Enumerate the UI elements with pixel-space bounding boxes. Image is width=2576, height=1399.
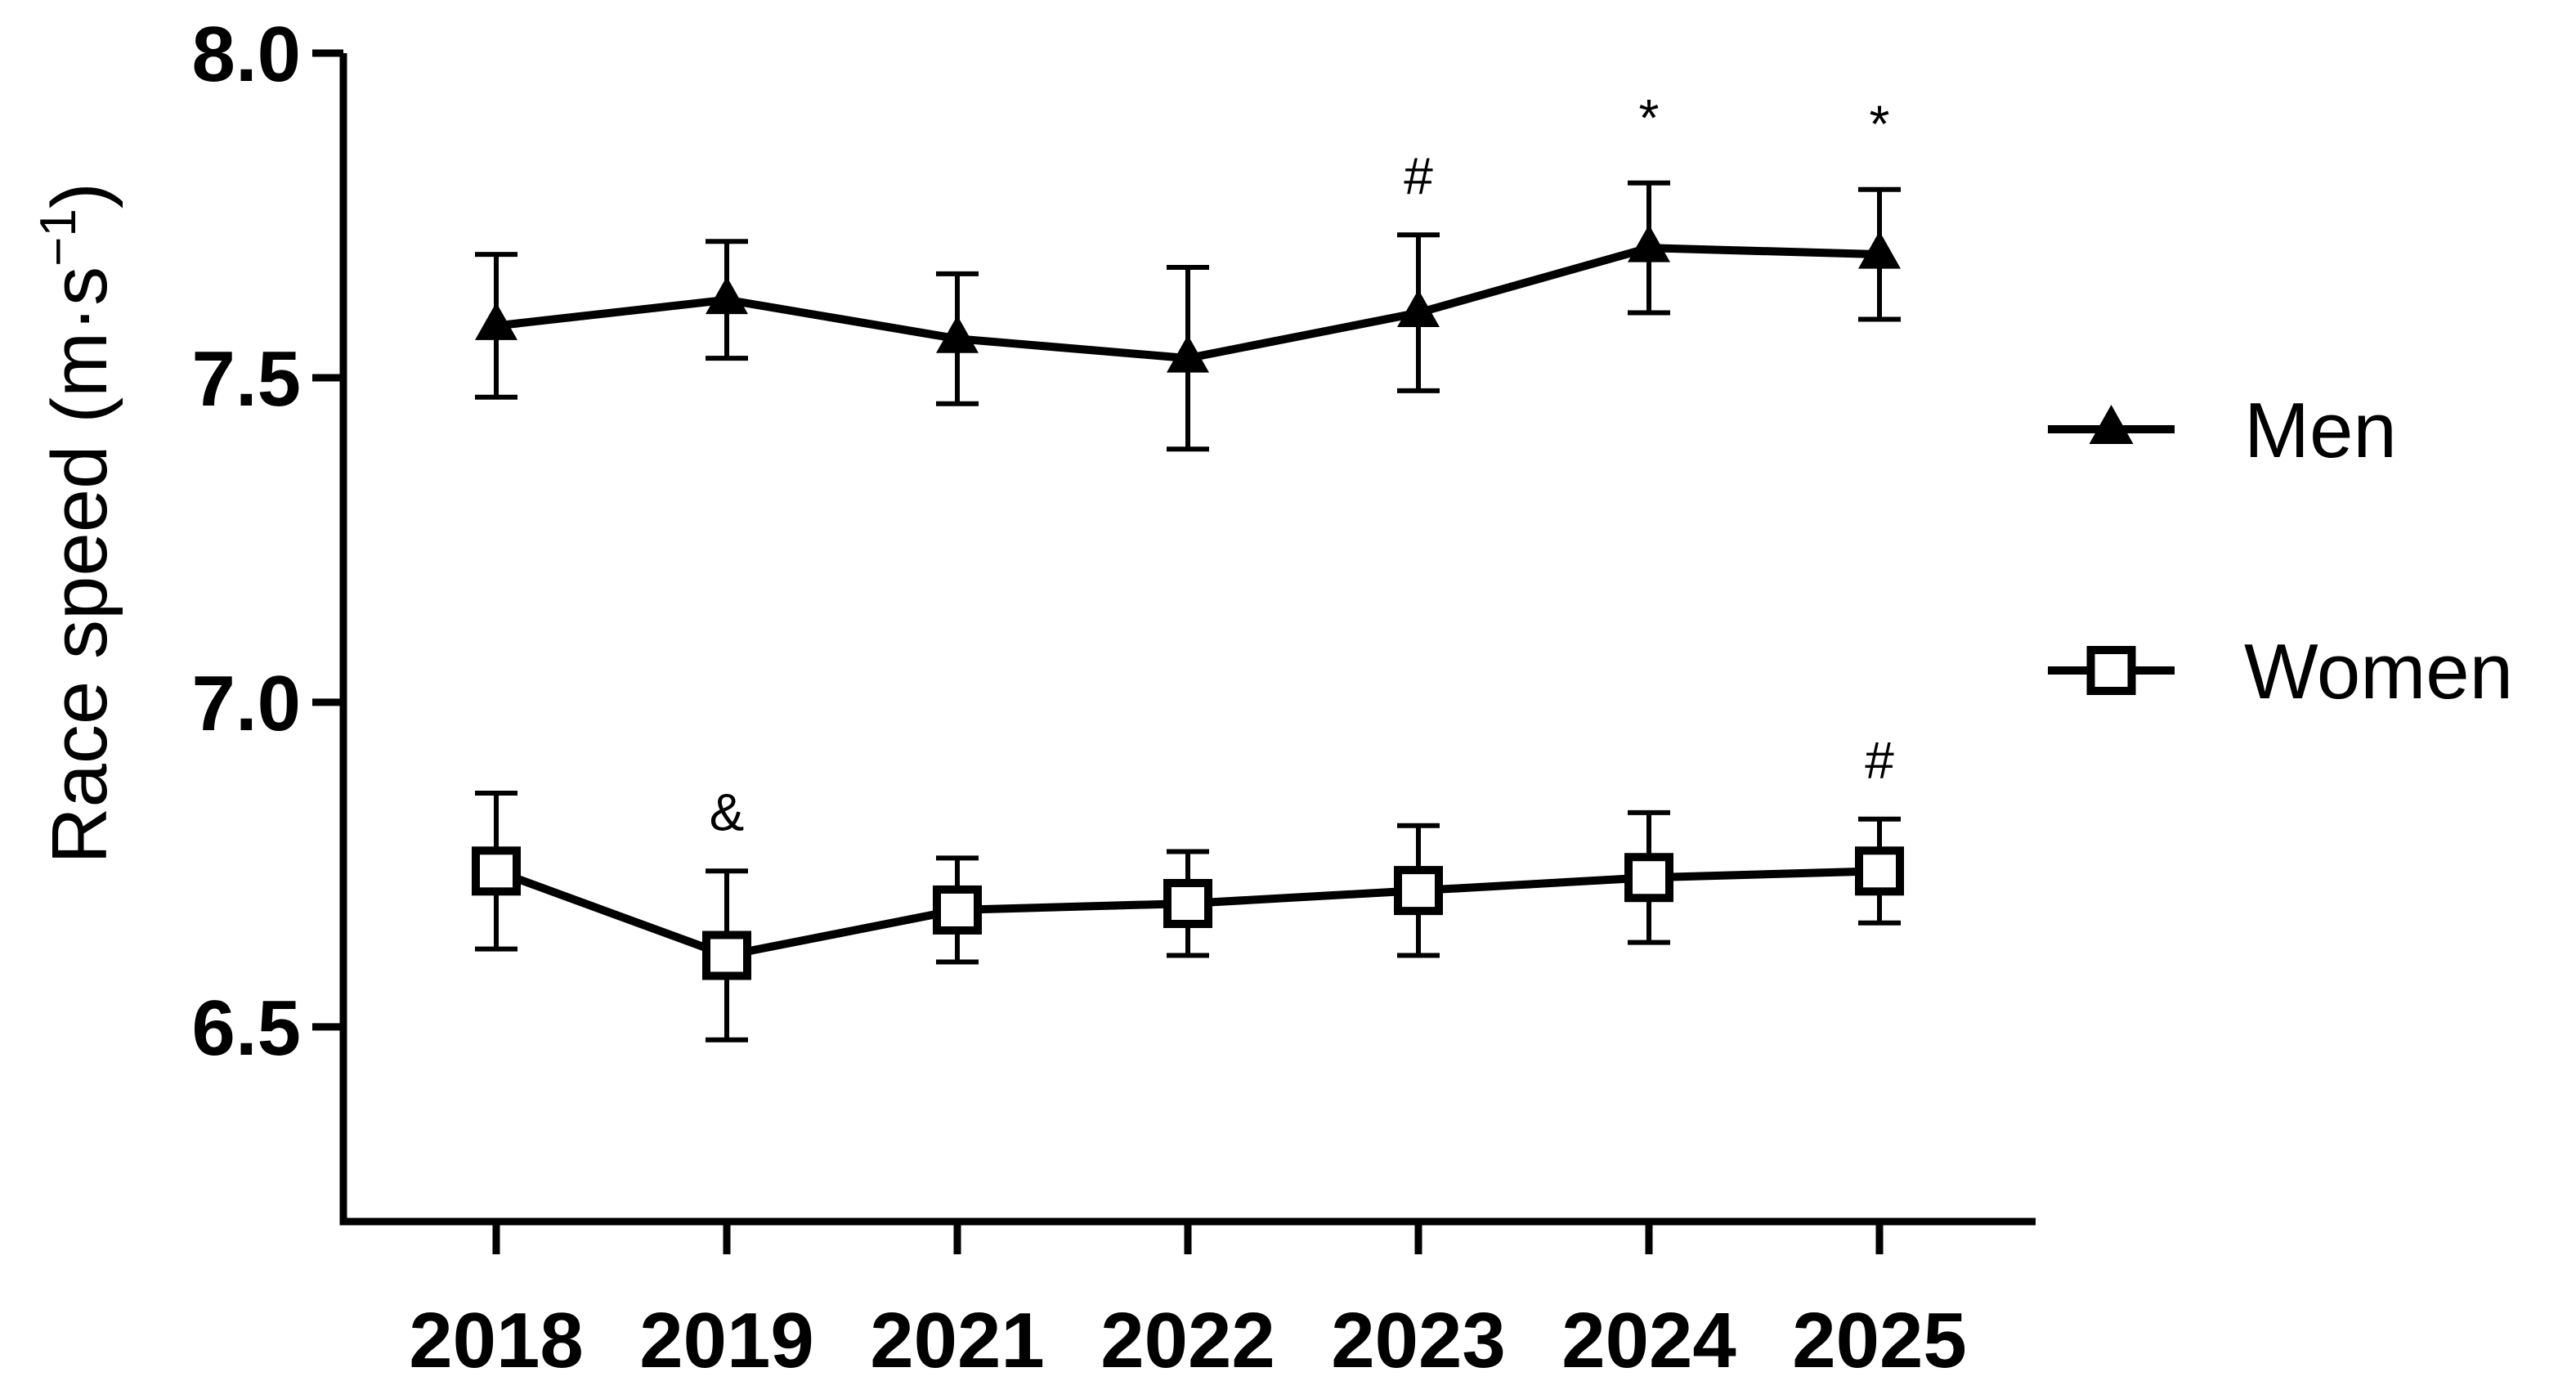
data-point xyxy=(472,846,521,896)
series-women xyxy=(472,791,1904,1043)
data-point xyxy=(1394,866,1443,916)
data-point xyxy=(1163,878,1212,928)
x-tick-label: 2025 xyxy=(1792,1297,1967,1384)
y-tick-label: 8.0 xyxy=(192,11,301,98)
y-axis-title: Race speed (m·s−1) xyxy=(30,182,123,864)
significance-annotation: * xyxy=(1639,88,1660,147)
legend-marker xyxy=(2086,646,2136,695)
y-axis-title-close: ) xyxy=(36,182,123,209)
y-tick-label: 6.5 xyxy=(192,984,301,1072)
x-tick-label: 2023 xyxy=(1331,1297,1506,1384)
data-point xyxy=(936,315,979,353)
axes: 6.5 7.0 7.5 8.0 2018 2019 2021 2022 2023 2024 2025 xyxy=(192,11,2036,1384)
data-point xyxy=(1397,289,1440,328)
data-point xyxy=(933,885,982,935)
series-layer xyxy=(472,180,1904,1043)
x-tick-label: 2022 xyxy=(1100,1297,1275,1384)
data-point xyxy=(1167,334,1209,373)
significance-annotation: # xyxy=(1865,731,1894,790)
x-tick-label: 2018 xyxy=(409,1297,584,1384)
data-point xyxy=(1855,846,1904,896)
data-point xyxy=(1624,853,1673,903)
data-point xyxy=(1858,231,1901,269)
data-point xyxy=(702,930,751,980)
significance-annotation: # xyxy=(1404,146,1433,205)
legend-item-women: Women xyxy=(2048,628,2513,715)
series-men xyxy=(475,180,1901,452)
significance-annotation: * xyxy=(1870,95,1890,154)
legend-item-men: Men xyxy=(2048,387,2397,474)
data-point xyxy=(1628,224,1670,262)
annotations: # * * & # xyxy=(710,88,1895,842)
legend: Men Women xyxy=(2048,387,2513,715)
x-tick-label: 2021 xyxy=(870,1297,1045,1384)
data-point xyxy=(706,276,748,315)
y-axis-title-main: Race speed (m·s xyxy=(36,267,123,864)
legend-label: Men xyxy=(2244,387,2397,474)
x-tick-label: 2024 xyxy=(1561,1297,1736,1384)
x-tick-label: 2019 xyxy=(639,1297,814,1384)
data-point xyxy=(475,302,517,340)
y-tick-label: 7.0 xyxy=(192,660,301,747)
significance-annotation: & xyxy=(710,782,745,841)
legend-label: Women xyxy=(2244,628,2513,715)
y-axis-title-sup: −1 xyxy=(30,209,87,267)
y-tick-label: 7.5 xyxy=(192,335,301,423)
legend-marker xyxy=(2089,405,2134,444)
